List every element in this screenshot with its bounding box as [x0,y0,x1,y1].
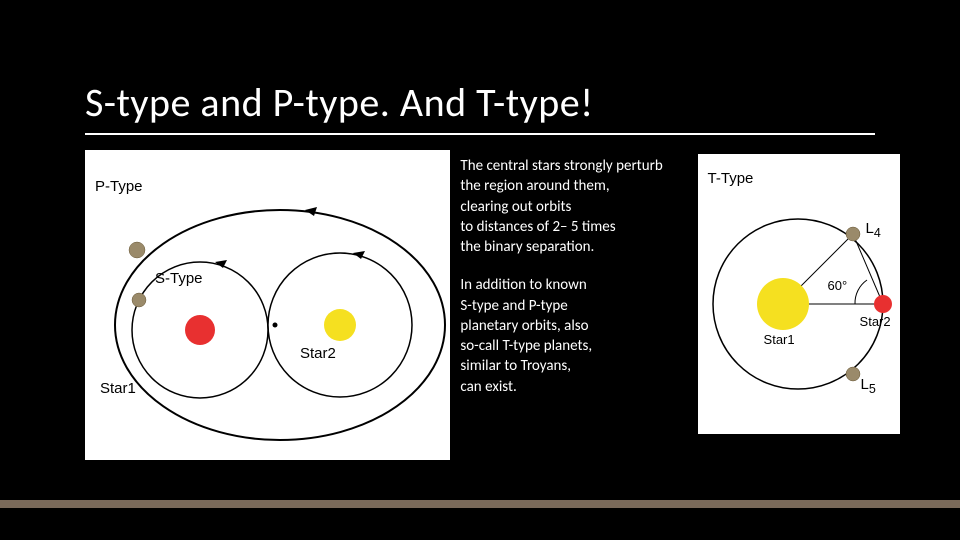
description-text: The central stars strongly perturb the r… [460,150,687,500]
star2-body [324,309,356,341]
label-t-star1: Star1 [764,332,795,347]
page-title: S-type and P-type. And T-type! [85,78,875,133]
left-diagram-panel: P-Type S-Type Star1 Star2 [85,150,450,460]
angle-arc [855,280,867,304]
ptype-stype-diagram [85,150,455,460]
label-star2-left: Star2 [300,345,336,362]
s-type-planet [132,293,146,307]
l5-planet [846,367,860,381]
l4-planet [846,227,860,241]
para2: In addition to known S-type and P-type p… [460,275,687,397]
line-star2-l4 [853,234,883,304]
label-star1-left: Star1 [100,380,136,397]
barycenter-dot [273,323,278,328]
p1l2: the region around them, [460,176,687,196]
para1: The central stars strongly perturb the r… [460,156,687,257]
p2l5: similar to Troyans, [460,356,687,376]
right-diagram-panel: T-Type L4 L5 Star1 Star2 60° [698,154,900,434]
label-stype: S-Type [155,270,203,287]
content-area: P-Type S-Type Star1 Star2 The central st… [85,150,900,500]
label-l5: L5 [861,376,876,396]
p1l3: clearing out orbits [460,197,687,217]
p1l5: the binary separation. [460,237,687,257]
label-t-star2: Star2 [860,314,891,329]
p2l6: can exist. [460,377,687,397]
star1-body [185,315,215,345]
p2l2: S-type and P-type [460,296,687,316]
p2l1: In addition to known [460,275,687,295]
p2l4: so-call T-type planets, [460,336,687,356]
title-underline [85,133,875,135]
p-type-orbit [115,210,445,440]
slide: S-type and P-type. And T-type! [0,0,960,540]
title-area: S-type and P-type. And T-type! [85,78,875,135]
p1l1: The central stars strongly perturb [460,156,687,176]
label-ttype: T-Type [708,170,754,187]
label-l4: L4 [866,220,881,240]
p-type-planet [129,242,145,258]
p2l3: planetary orbits, also [460,316,687,336]
label-angle: 60° [828,278,848,293]
t-star2-body [874,295,892,313]
t-star1-body [757,278,809,330]
label-ptype: P-Type [95,178,143,195]
bottom-accent-bar [0,500,960,508]
p1l4: to distances of 2– 5 times [460,217,687,237]
